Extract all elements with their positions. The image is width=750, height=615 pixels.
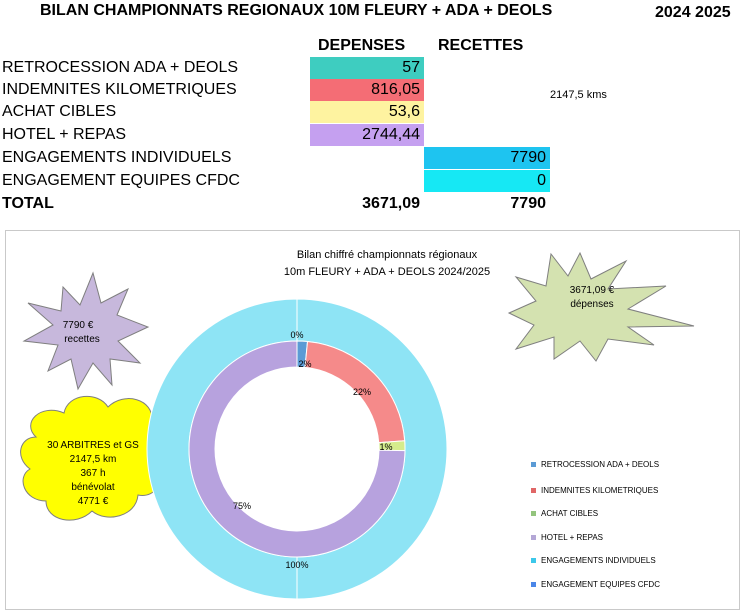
arbitres-callout-line1: 30 ARBITRES et GS (47, 440, 139, 451)
total-depenses: 3671,09 (362, 195, 420, 212)
slice-labels: 0% 2% 22% 1% 75% 100% (233, 330, 393, 570)
donut-chart: Bilan chiffré championnats régionaux 10m… (20, 249, 695, 600)
recettes-callout-line2: recettes (64, 334, 100, 345)
legend-item-engagements-individuels: ENGAGEMENTS INDIVIDUELS (531, 556, 656, 565)
slice-label-engagements-individuels: 100% (285, 560, 308, 570)
slice-label-indemnites: 22% (353, 387, 371, 397)
donut-rings (146, 298, 448, 600)
chart-area: Bilan chiffré championnats régionaux 10m… (5, 230, 740, 610)
cell-depense-retrocession: 57 (310, 57, 424, 79)
slice-label-achat-cibles: 1% (379, 442, 392, 452)
total-recettes: 7790 (510, 195, 546, 212)
slice-label-retrocession: 2% (298, 359, 311, 369)
row-label-hotel-repas: HOTEL + REPAS (2, 126, 127, 143)
legend-swatch (531, 511, 536, 517)
row-label-achat-cibles: ACHAT CIBLES (2, 103, 117, 120)
legend-label: RETROCESSION ADA + DEOLS (541, 460, 660, 469)
legend-label: ACHAT CIBLES (541, 509, 599, 518)
arbitres-callout-line4: bénévolat (71, 482, 115, 493)
arbitres-callout-line3: 367 h (80, 468, 105, 479)
legend-label: ENGAGEMENT EQUIPES CFDC (541, 580, 660, 589)
slice-label-hotel-repas: 75% (233, 501, 251, 511)
cell-recette-engagement-equipes: 0 (424, 170, 550, 192)
cell-depense-achat-cibles: 53,6 (310, 101, 424, 123)
chart-subtitle: 10m FLEURY + ADA + DEOLS 2024/2025 (284, 266, 490, 278)
depenses-callout-shape (507, 251, 695, 362)
total-label: TOTAL (2, 195, 54, 212)
legend-swatch (531, 535, 536, 541)
legend-item-achat-cibles: ACHAT CIBLES (531, 509, 598, 518)
season-label: 2024 2025 (655, 4, 731, 21)
legend-swatch (531, 582, 536, 588)
row-label-engagement-equipes: ENGAGEMENT EQUIPES CFDC (2, 172, 240, 189)
recettes-callout-line1: 7790 € (63, 320, 94, 331)
kms-note: 2147,5 kms (550, 89, 607, 101)
cell-recette-engagements-individuels: 7790 (424, 147, 550, 169)
legend-label: ENGAGEMENTS INDIVIDUELS (541, 556, 656, 565)
depenses-callout-line2: dépenses (570, 299, 613, 310)
legend-item-engagement-equipes: ENGAGEMENT EQUIPES CFDC (531, 580, 660, 589)
depenses-callout-line1: 3671,09 € (570, 285, 615, 296)
recettes-callout-shape (22, 271, 150, 391)
recettes-header: RECETTES (438, 37, 524, 54)
legend-label: INDEMNITES KILOMETRIQUES (541, 486, 659, 495)
arbitres-callout-line2: 2147,5 km (70, 454, 117, 465)
legend-item-retrocession: RETROCESSION ADA + DEOLS (531, 460, 659, 469)
cell-depense-hotel-repas: 2744,44 (310, 124, 424, 146)
legend-label: HOTEL + REPAS (541, 533, 604, 542)
chart-title: Bilan chiffré championnats régionaux (297, 249, 478, 261)
depenses-header: DEPENSES (318, 37, 406, 54)
slice-label-engagement-equipes: 0% (290, 330, 303, 340)
legend-swatch (531, 488, 536, 494)
page-title: BILAN CHAMPIONNATS REGIONAUX 10M FLEURY … (40, 2, 553, 19)
legend-item-hotel-repas: HOTEL + REPAS (531, 533, 603, 542)
row-label-engagements-individuels: ENGAGEMENTS INDIVIDUELS (2, 149, 232, 166)
arbitres-callout-line5: 4771 € (78, 496, 109, 507)
cell-depense-indemnites: 816,05 (310, 79, 424, 101)
legend-item-indemnites: INDEMNITES KILOMETRIQUES (531, 486, 658, 495)
row-label-retrocession: RETROCESSION ADA + DEOLS (2, 59, 239, 76)
row-label-indemnites: INDEMNITES KILOMETRIQUES (2, 81, 237, 98)
legend-swatch (531, 558, 536, 564)
inner-ring-slice (188, 340, 406, 558)
legend-swatch (531, 462, 536, 468)
